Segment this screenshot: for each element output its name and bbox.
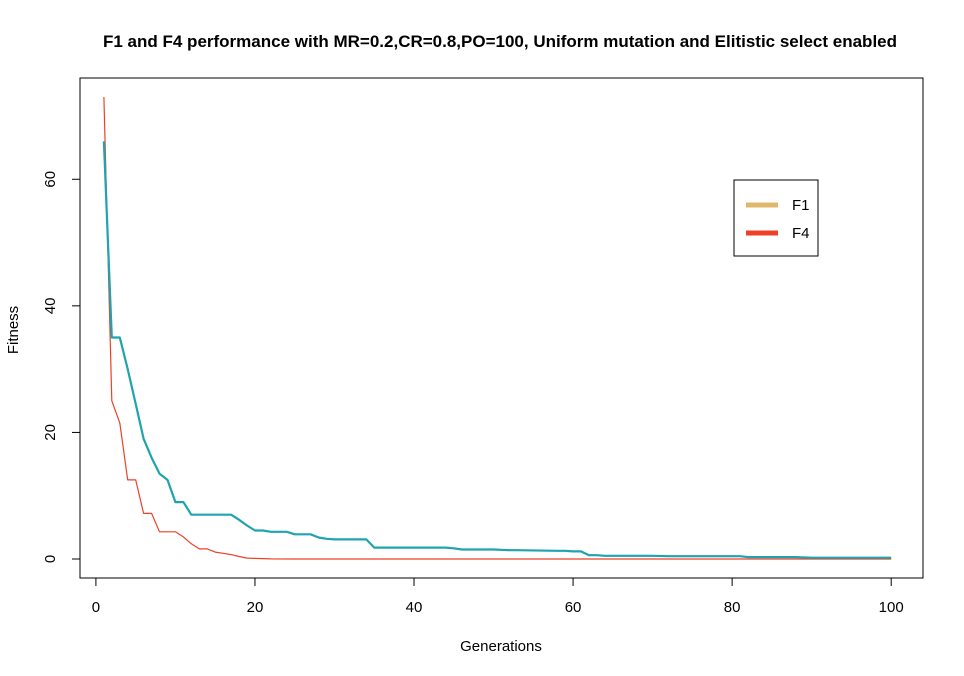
x-tick-label: 0 [92, 599, 100, 616]
series-layer [102, 96, 892, 560]
y-tick-label: 20 [42, 424, 59, 441]
series-line-0 [103, 96, 892, 560]
legend-label: F1 [792, 197, 810, 214]
x-tick-label: 60 [565, 599, 582, 616]
plot-frame [79, 77, 924, 579]
x-axis: 0 20 40 60 80 100 [92, 577, 904, 616]
y-axis: 0 20 40 60 [42, 171, 81, 563]
series-line-1 [102, 141, 892, 559]
legend-box [733, 179, 819, 257]
chart-title: F1 and F4 performance with MR=0.2,CR=0.8… [103, 32, 897, 51]
y-tick-label: 40 [42, 298, 59, 315]
x-axis-label: Generations [460, 638, 542, 655]
y-tick-label: 60 [42, 171, 59, 188]
x-tick-label: 100 [879, 599, 904, 616]
x-tick-label: 40 [406, 599, 423, 616]
legend-label: F4 [792, 225, 810, 242]
x-tick-label: 80 [724, 599, 741, 616]
y-tick-label: 0 [42, 555, 59, 563]
y-axis-label: Fitness [5, 306, 22, 354]
legend: F1 F4 [733, 179, 819, 257]
x-tick-label: 20 [247, 599, 264, 616]
